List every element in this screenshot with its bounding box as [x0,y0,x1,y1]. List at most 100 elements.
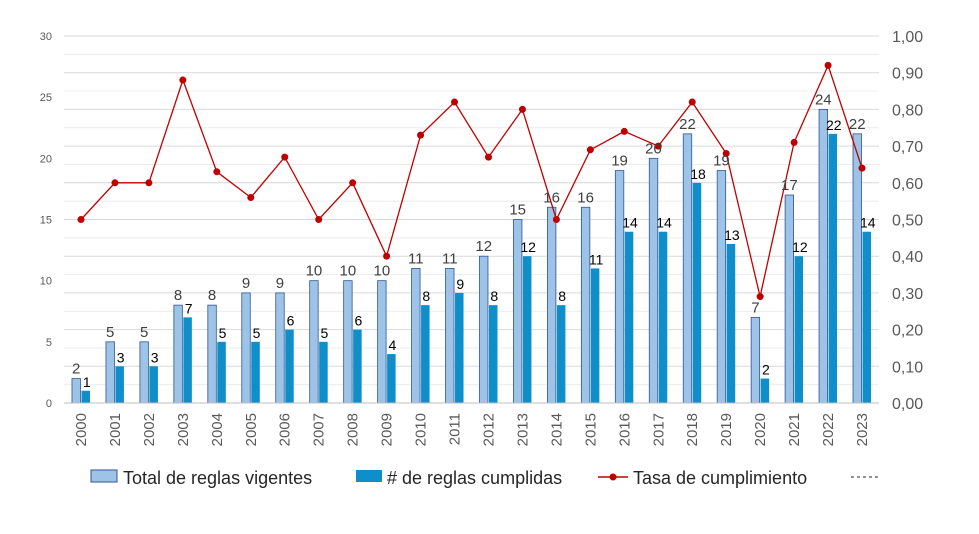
bar-total [445,268,455,404]
bar-total [852,133,862,404]
x-axis-tick-label: 2001 [107,413,124,446]
legend-swatch-total [90,469,118,483]
bar-cumplidas [115,366,124,403]
data-label-cumplidas: 13 [724,227,740,243]
bar-cumplidas [692,182,702,403]
tasa-point [790,138,798,146]
bar-cumplidas [590,268,600,403]
bar-cumplidas [862,231,872,403]
bar-cumplidas [149,366,158,403]
data-label-cumplidas: 14 [860,215,876,231]
data-label-cumplidas: 7 [185,300,193,316]
bar-total [275,292,285,404]
x-axis-tick-label: 2016 [616,413,633,446]
tasa-point [213,168,221,176]
tasa-point [688,98,696,106]
legend: Total de reglas vigentes # de reglas cum… [90,468,881,488]
left-y-axis: 0 5 10 15 20 25 30 [40,31,52,410]
data-label-total: 19 [611,153,628,170]
bar-cumplidas [760,378,770,403]
bar-cumplidas [319,341,328,403]
line-series [77,61,866,301]
x-axis-tick-label: 2017 [650,413,667,446]
data-label-total: 19 [713,153,730,170]
x-axis-tick-label: 2002 [141,413,158,446]
tasa-point [484,153,492,161]
x-axis-tick-label: 2012 [480,413,497,446]
tasa-point [518,105,526,113]
data-labels: 2153538785959610510610411811912815121681… [72,91,876,389]
data-label-total: 20 [645,140,662,157]
x-axis-tick-label: 2014 [548,413,565,446]
data-label-total: 12 [475,238,492,255]
right-axis-tick-label: 0,10 [892,359,923,376]
right-axis-tick-label: 0,80 [892,102,923,119]
x-axis-tick-label: 2008 [345,413,362,446]
legend-label-total: Total de reglas vigentes [123,468,312,488]
right-axis-tick-label: 0,30 [892,286,923,303]
data-label-total: 7 [751,299,759,316]
bar-total [139,341,149,404]
tasa-point [145,179,153,187]
left-axis-tick-label: 5 [46,337,52,349]
bar-total [173,304,183,404]
data-label-total: 16 [543,189,560,206]
left-axis-tick-label: 30 [40,31,52,43]
bar-cumplidas [556,305,566,403]
data-label-total: 5 [140,324,148,341]
bar-cumplidas [81,390,90,403]
data-label-cumplidas: 4 [388,337,396,353]
tasa-point [722,149,730,157]
data-label-cumplidas: 3 [117,349,125,365]
x-axis-tick-label: 2000 [73,413,90,446]
x-axis-tick-label: 2018 [684,413,701,446]
x-axis-tick-label: 2009 [379,413,396,446]
bar-cumplidas [624,231,634,403]
gridlines [64,35,879,404]
data-label-cumplidas: 6 [287,313,295,329]
legend-swatch-cumplidas [356,470,382,482]
data-label-total: 9 [276,275,284,292]
bar-cumplidas [488,305,498,403]
bar-cumplidas [183,317,192,403]
right-axis-tick-label: 0,40 [892,249,923,266]
bar-total [580,206,591,404]
tasa-point [111,179,119,187]
data-label-total: 2 [72,361,80,378]
data-label-cumplidas: 8 [490,288,498,304]
x-axis-tick-label: 2019 [718,413,735,446]
bar-total [648,157,659,404]
bar-total [343,280,353,404]
data-label-cumplidas: 2 [762,362,770,378]
bar-total [241,292,251,404]
left-axis-tick-label: 15 [40,215,52,227]
x-axis-tick-label: 2013 [514,413,531,446]
right-axis-tick-label: 0,00 [892,396,923,413]
data-label-total: 11 [442,250,458,267]
data-label-total: 11 [408,250,424,267]
data-label-total: 8 [208,287,216,304]
x-axis-tick-label: 2020 [752,413,769,446]
bar-cumplidas [828,133,838,403]
data-label-cumplidas: 6 [354,313,362,329]
right-y-axis: 0,00 0,10 0,20 0,30 0,40 0,50 0,60 0,70 0,80 0,90… [892,29,923,413]
x-axis-tick-label: 2021 [786,413,803,446]
right-axis-tick-label: 0,70 [892,139,923,156]
tasa-point [281,153,289,161]
data-label-total: 8 [174,287,182,304]
data-label-cumplidas: 8 [422,288,430,304]
x-axis-tick-label: 2023 [854,413,871,446]
bar-total [105,341,115,404]
data-label-total: 10 [374,263,391,280]
bar-series [71,109,872,404]
bar-total [309,280,319,404]
bar-total [818,109,828,404]
x-axis: 2000 2001 2002 2003 2004 2005 2006 2007 2008 2009… [64,402,879,446]
right-axis-tick-label: 0,20 [892,323,923,340]
tasa-point [824,61,832,69]
legend-label-cumplidas: # de reglas cumplidas [387,468,562,488]
left-axis-tick-label: 0 [46,398,52,410]
bar-cumplidas [658,231,668,403]
x-axis-tick-label: 2010 [413,413,430,446]
